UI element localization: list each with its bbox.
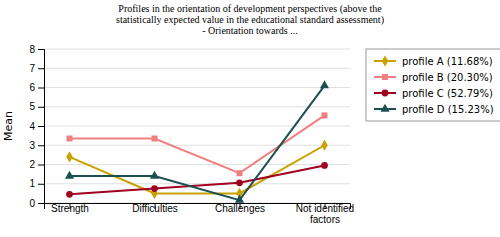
point xyxy=(65,171,74,179)
grid-line xyxy=(44,145,350,146)
y-tick: 0 xyxy=(29,198,44,209)
y-tick-mark xyxy=(38,165,44,166)
y-tick-mark xyxy=(38,49,44,50)
y-tick-mark xyxy=(38,184,44,185)
legend-marker xyxy=(380,104,389,112)
series-line xyxy=(70,145,325,193)
point xyxy=(66,151,72,162)
legend-item: profile D (15.23%) xyxy=(374,104,494,115)
y-tick-label: 6 xyxy=(29,82,35,93)
x-tick-label-line: factors xyxy=(310,214,340,225)
y-tick-mark xyxy=(38,126,44,127)
marks xyxy=(65,80,329,202)
y-tick-mark xyxy=(38,88,44,89)
x-tick-label-line: Challenges xyxy=(215,203,265,214)
x-tick: Difficulties xyxy=(132,203,177,214)
y-tick-label: 2 xyxy=(29,159,35,170)
x-tick-label-line: Not identified xyxy=(296,203,354,214)
y-tick-mark xyxy=(38,145,44,146)
point xyxy=(322,112,328,118)
y-tick-label: 1 xyxy=(29,178,35,189)
y-tick: 4 xyxy=(29,121,44,132)
series-line xyxy=(70,165,325,194)
point xyxy=(321,140,327,151)
legend-marker xyxy=(382,74,388,80)
x-tick: Challenges xyxy=(215,203,265,214)
y-tick-label: 7 xyxy=(29,63,35,74)
y-tick: 3 xyxy=(29,140,44,151)
grid-line xyxy=(44,106,350,107)
chart: Profiles in the orientation of developme… xyxy=(0,0,500,237)
legend-label: profile D (15.23%) xyxy=(402,104,494,115)
grid-line xyxy=(44,68,350,69)
legend-label: profile B (20.30%) xyxy=(402,72,493,83)
grid xyxy=(44,49,350,203)
legend: profile A (11.68%) profile B (20.30%) prof… xyxy=(366,49,500,121)
point xyxy=(237,170,243,176)
x-tick-label-line: Difficulties xyxy=(132,203,177,214)
y-tick-label: 3 xyxy=(29,140,35,151)
point xyxy=(236,179,243,186)
y-tick: 7 xyxy=(29,63,44,74)
point xyxy=(151,185,158,192)
y-tick-mark xyxy=(38,203,44,204)
legend-item: profile B (20.30%) xyxy=(374,72,493,83)
title-line: - Orientation towards ... xyxy=(202,25,298,36)
point xyxy=(67,136,73,142)
point xyxy=(66,191,73,198)
legend-item: profile C (52.79%) xyxy=(374,88,493,99)
y-tick-label: 4 xyxy=(29,121,35,132)
title: Profiles in the orientation of developme… xyxy=(116,3,384,36)
y-tick: 6 xyxy=(29,82,44,93)
y-axis: 0 1 2 3 4 5 6 7 8 xyxy=(29,44,44,209)
y-axis-title: Mean xyxy=(2,111,15,141)
x-tick-label-line: Strength xyxy=(51,203,89,214)
point xyxy=(320,80,329,88)
series-line xyxy=(70,115,325,173)
y-axis-line xyxy=(38,50,45,204)
y-tick: 5 xyxy=(29,101,44,112)
legend-frame xyxy=(366,49,500,121)
y-tick: 1 xyxy=(29,178,44,189)
grid-line xyxy=(44,49,350,50)
x-tick-label: Difficulties xyxy=(132,203,177,214)
y-tick-mark xyxy=(38,107,44,108)
plot: 0 1 2 3 4 5 6 7 8 Strength Difficulties Challenges N… xyxy=(29,44,354,225)
x-tick-label: Strength xyxy=(51,203,89,214)
grid-line xyxy=(44,126,350,127)
point xyxy=(152,136,158,142)
y-tick: 8 xyxy=(29,44,44,55)
legend-marker xyxy=(382,55,388,66)
x-axis: Strength Difficulties Challenges Not identi… xyxy=(45,203,355,225)
grid-line xyxy=(44,87,350,88)
y-tick-label: 0 xyxy=(29,198,35,209)
y-tick-label: 5 xyxy=(29,101,35,112)
x-tick: Not identifiedfactors xyxy=(296,203,354,225)
legend-item: profile A (11.68%) xyxy=(374,55,493,66)
x-tick: Strength xyxy=(51,203,89,214)
x-tick-label: Not identifiedfactors xyxy=(296,203,354,225)
point xyxy=(235,195,244,203)
point xyxy=(321,162,328,169)
grid-line xyxy=(44,183,350,184)
x-tick-label: Challenges xyxy=(215,203,265,214)
y-tick: 2 xyxy=(29,159,44,170)
point xyxy=(150,171,159,179)
y-tick-mark xyxy=(38,68,44,69)
legend-label: profile A (11.68%) xyxy=(402,56,493,67)
legend-marker xyxy=(382,90,389,97)
y-tick-label: 8 xyxy=(29,44,35,55)
legend-label: profile C (52.79%) xyxy=(402,88,493,99)
series-line xyxy=(70,86,325,201)
